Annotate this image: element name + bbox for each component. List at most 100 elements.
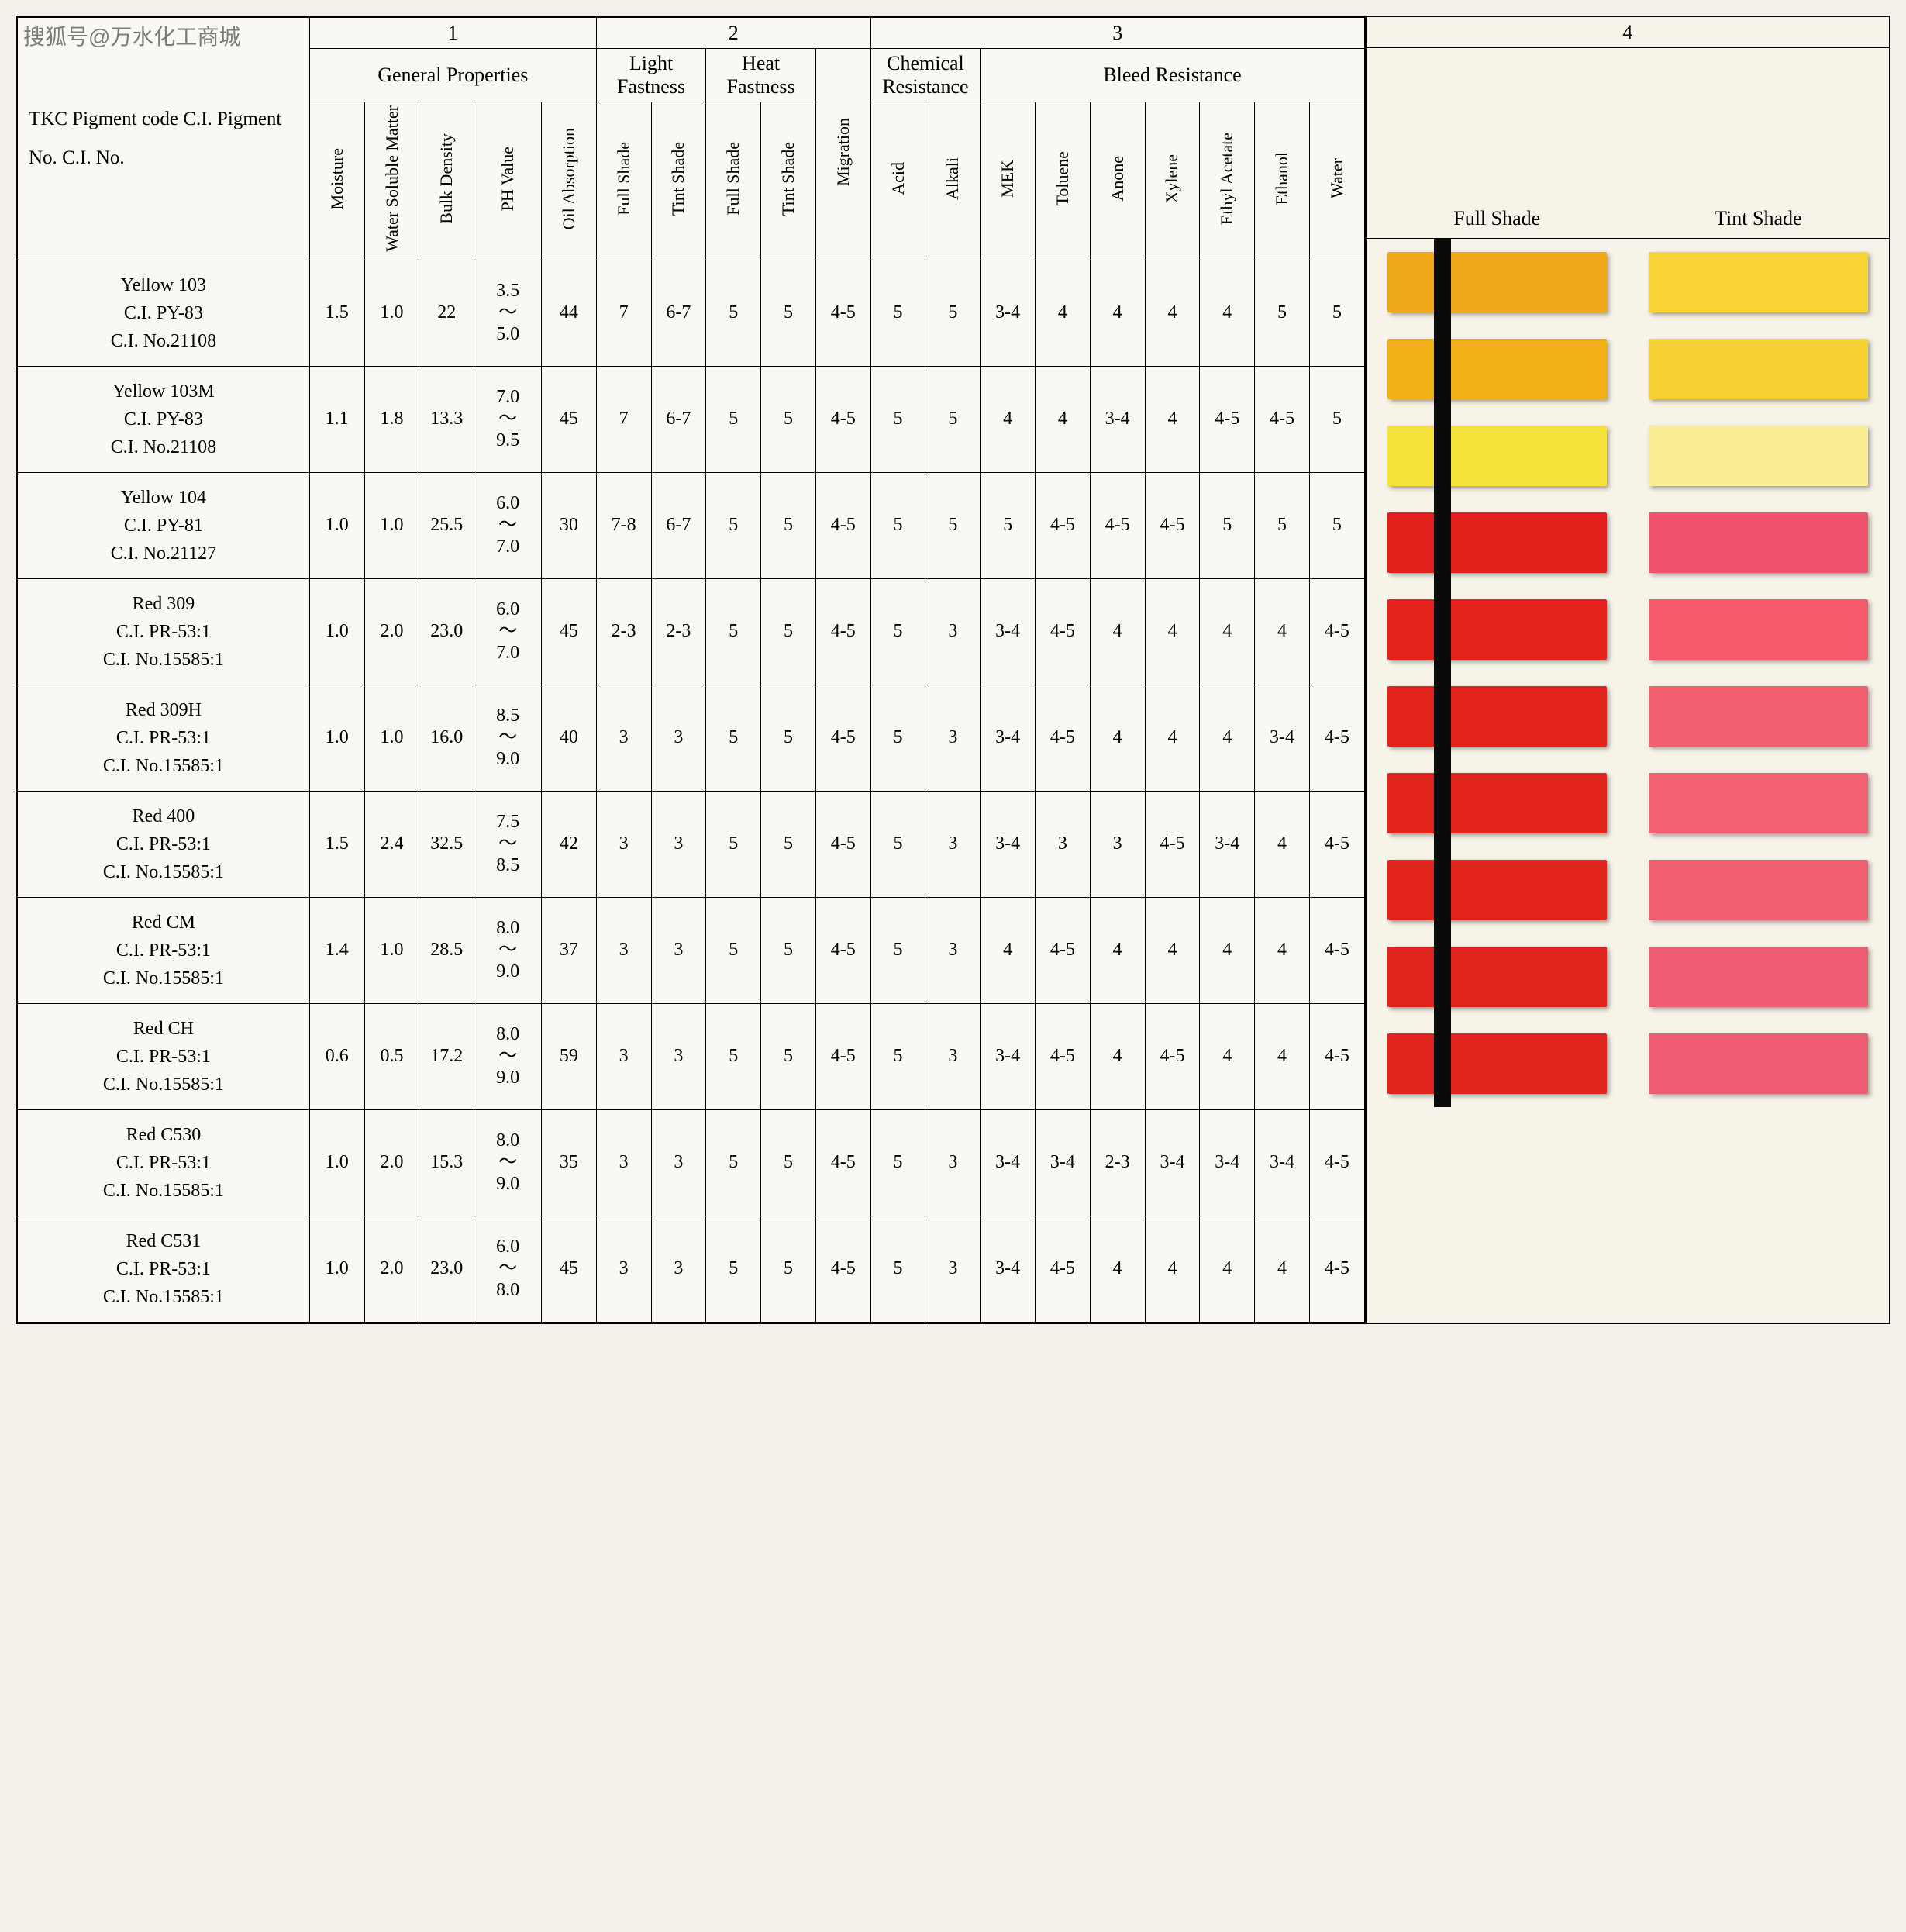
col-lf-tint: Tint Shade [651,102,706,260]
data-cell: 3 [925,1109,981,1216]
pigment-name: Red C530 [24,1121,303,1149]
data-cell: 3-4 [1255,685,1310,791]
group-light: Light Fastness [596,49,706,102]
swatch-row [1367,933,1889,1020]
data-cell: 4-5 [815,260,870,366]
data-cell: 5 [870,897,925,1003]
pigment-name: Red 309 [24,590,303,618]
data-table-block: TKC Pigment code C.I. Pigment No. C.I. N… [17,17,1365,1323]
data-cell: 4-5 [1036,472,1091,578]
data-cell: 4-5 [1145,791,1200,897]
swatch-tint-shade [1649,426,1868,486]
data-cell: 3 [596,791,651,897]
swatch-row [1367,499,1889,586]
data-cell: 4 [981,366,1036,472]
data-cell: 7.5〜8.5 [474,791,542,897]
swatch-full-shade [1387,599,1607,660]
data-cell: 5 [706,578,761,685]
col-ph: PH Value [474,102,542,260]
data-cell: 4-5 [815,578,870,685]
data-cell: 3 [596,1216,651,1322]
pigment-name-cell: Red 309HC.I. PR-53:1C.I. No.15585:1 [18,685,310,791]
data-cell: 4-5 [1036,897,1091,1003]
swatch-tint-shade [1649,599,1868,660]
data-cell: 4 [1036,260,1091,366]
data-cell: 4-5 [1036,1003,1091,1109]
data-cell: 23.0 [419,1216,474,1322]
data-cell: 1.0 [309,1109,364,1216]
data-cell: 44 [541,260,596,366]
col-anone: Anone [1090,102,1145,260]
data-cell: 4-5 [1309,685,1364,791]
pigment-name-cell: Red C530C.I. PR-53:1C.I. No.15585:1 [18,1109,310,1216]
data-cell: 4 [1090,685,1145,791]
swatch-full-shade [1387,426,1607,486]
pigment-name: Red CH [24,1015,303,1043]
data-cell: 4-5 [1036,1216,1091,1322]
data-cell: 3 [925,791,981,897]
data-cell: 4-5 [1309,1003,1364,1109]
col-alkali: Alkali [925,102,981,260]
hdr-cino: C.I. No. [62,147,125,168]
data-cell: 4 [1145,685,1200,791]
pigment-name-cell: Red C531C.I. PR-53:1C.I. No.15585:1 [18,1216,310,1322]
data-cell: 25.5 [419,472,474,578]
swatch-row [1367,412,1889,499]
swatch-header-row: Full Shade Tint Shade [1367,48,1889,239]
data-cell: 8.0〜9.0 [474,1003,542,1109]
data-cell: 42 [541,791,596,897]
data-cell: 1.1 [309,366,364,472]
data-cell: 4 [1145,366,1200,472]
swatch-tint-shade [1649,512,1868,573]
data-cell: 4-5 [1309,1216,1364,1322]
data-cell: 3-4 [981,685,1036,791]
section-2: 2 [596,18,870,49]
data-cell: 37 [541,897,596,1003]
data-cell: 3-4 [1036,1109,1091,1216]
data-cell: 4-5 [1145,472,1200,578]
data-cell: 2-3 [651,578,706,685]
swatch-tint-shade [1649,252,1868,312]
data-cell: 4 [1036,366,1091,472]
row-header-labels: TKC Pigment code C.I. Pigment No. C.I. N… [18,18,310,260]
swatch-full-shade [1387,339,1607,399]
col-acid: Acid [870,102,925,260]
data-cell: 13.3 [419,366,474,472]
data-cell: 1.0 [309,472,364,578]
data-cell: 1.0 [364,685,419,791]
pigment-cino: C.I. No.21108 [24,327,303,355]
data-cell: 4-5 [1200,366,1255,472]
data-cell: 3 [596,1003,651,1109]
data-cell: 32.5 [419,791,474,897]
data-cell: 5 [706,260,761,366]
pigment-cino: C.I. No.15585:1 [24,964,303,992]
data-cell: 45 [541,366,596,472]
group-bleed: Bleed Resistance [981,49,1365,102]
data-cell: 3-4 [981,260,1036,366]
data-cell: 28.5 [419,897,474,1003]
pigment-cino: C.I. No.15585:1 [24,1283,303,1311]
swatch-full-shade [1387,1033,1607,1094]
data-cell: 5 [706,1109,761,1216]
col-hf-full: Full Shade [706,102,761,260]
data-cell: 4 [1145,897,1200,1003]
data-cell: 1.0 [364,897,419,1003]
data-cell: 3-4 [1200,1109,1255,1216]
data-cell: 3 [651,897,706,1003]
data-cell: 6-7 [651,472,706,578]
data-cell: 5 [761,1216,816,1322]
data-cell: 5 [870,1216,925,1322]
data-cell: 4 [1145,1216,1200,1322]
table-row: Red 309C.I. PR-53:1C.I. No.15585:11.02.0… [18,578,1365,685]
pigment-name: Red CM [24,909,303,937]
data-cell: 5 [706,366,761,472]
data-cell: 7 [596,260,651,366]
data-cell: 5 [761,791,816,897]
pigment-cino: C.I. No.21108 [24,433,303,461]
data-cell: 4 [1200,578,1255,685]
data-cell: 1.0 [364,472,419,578]
pigment-cino: C.I. No.21127 [24,540,303,568]
data-cell: 5 [706,1003,761,1109]
hdr-code: TKC Pigment code [29,109,178,129]
pigment-name: Yellow 103M [24,378,303,405]
